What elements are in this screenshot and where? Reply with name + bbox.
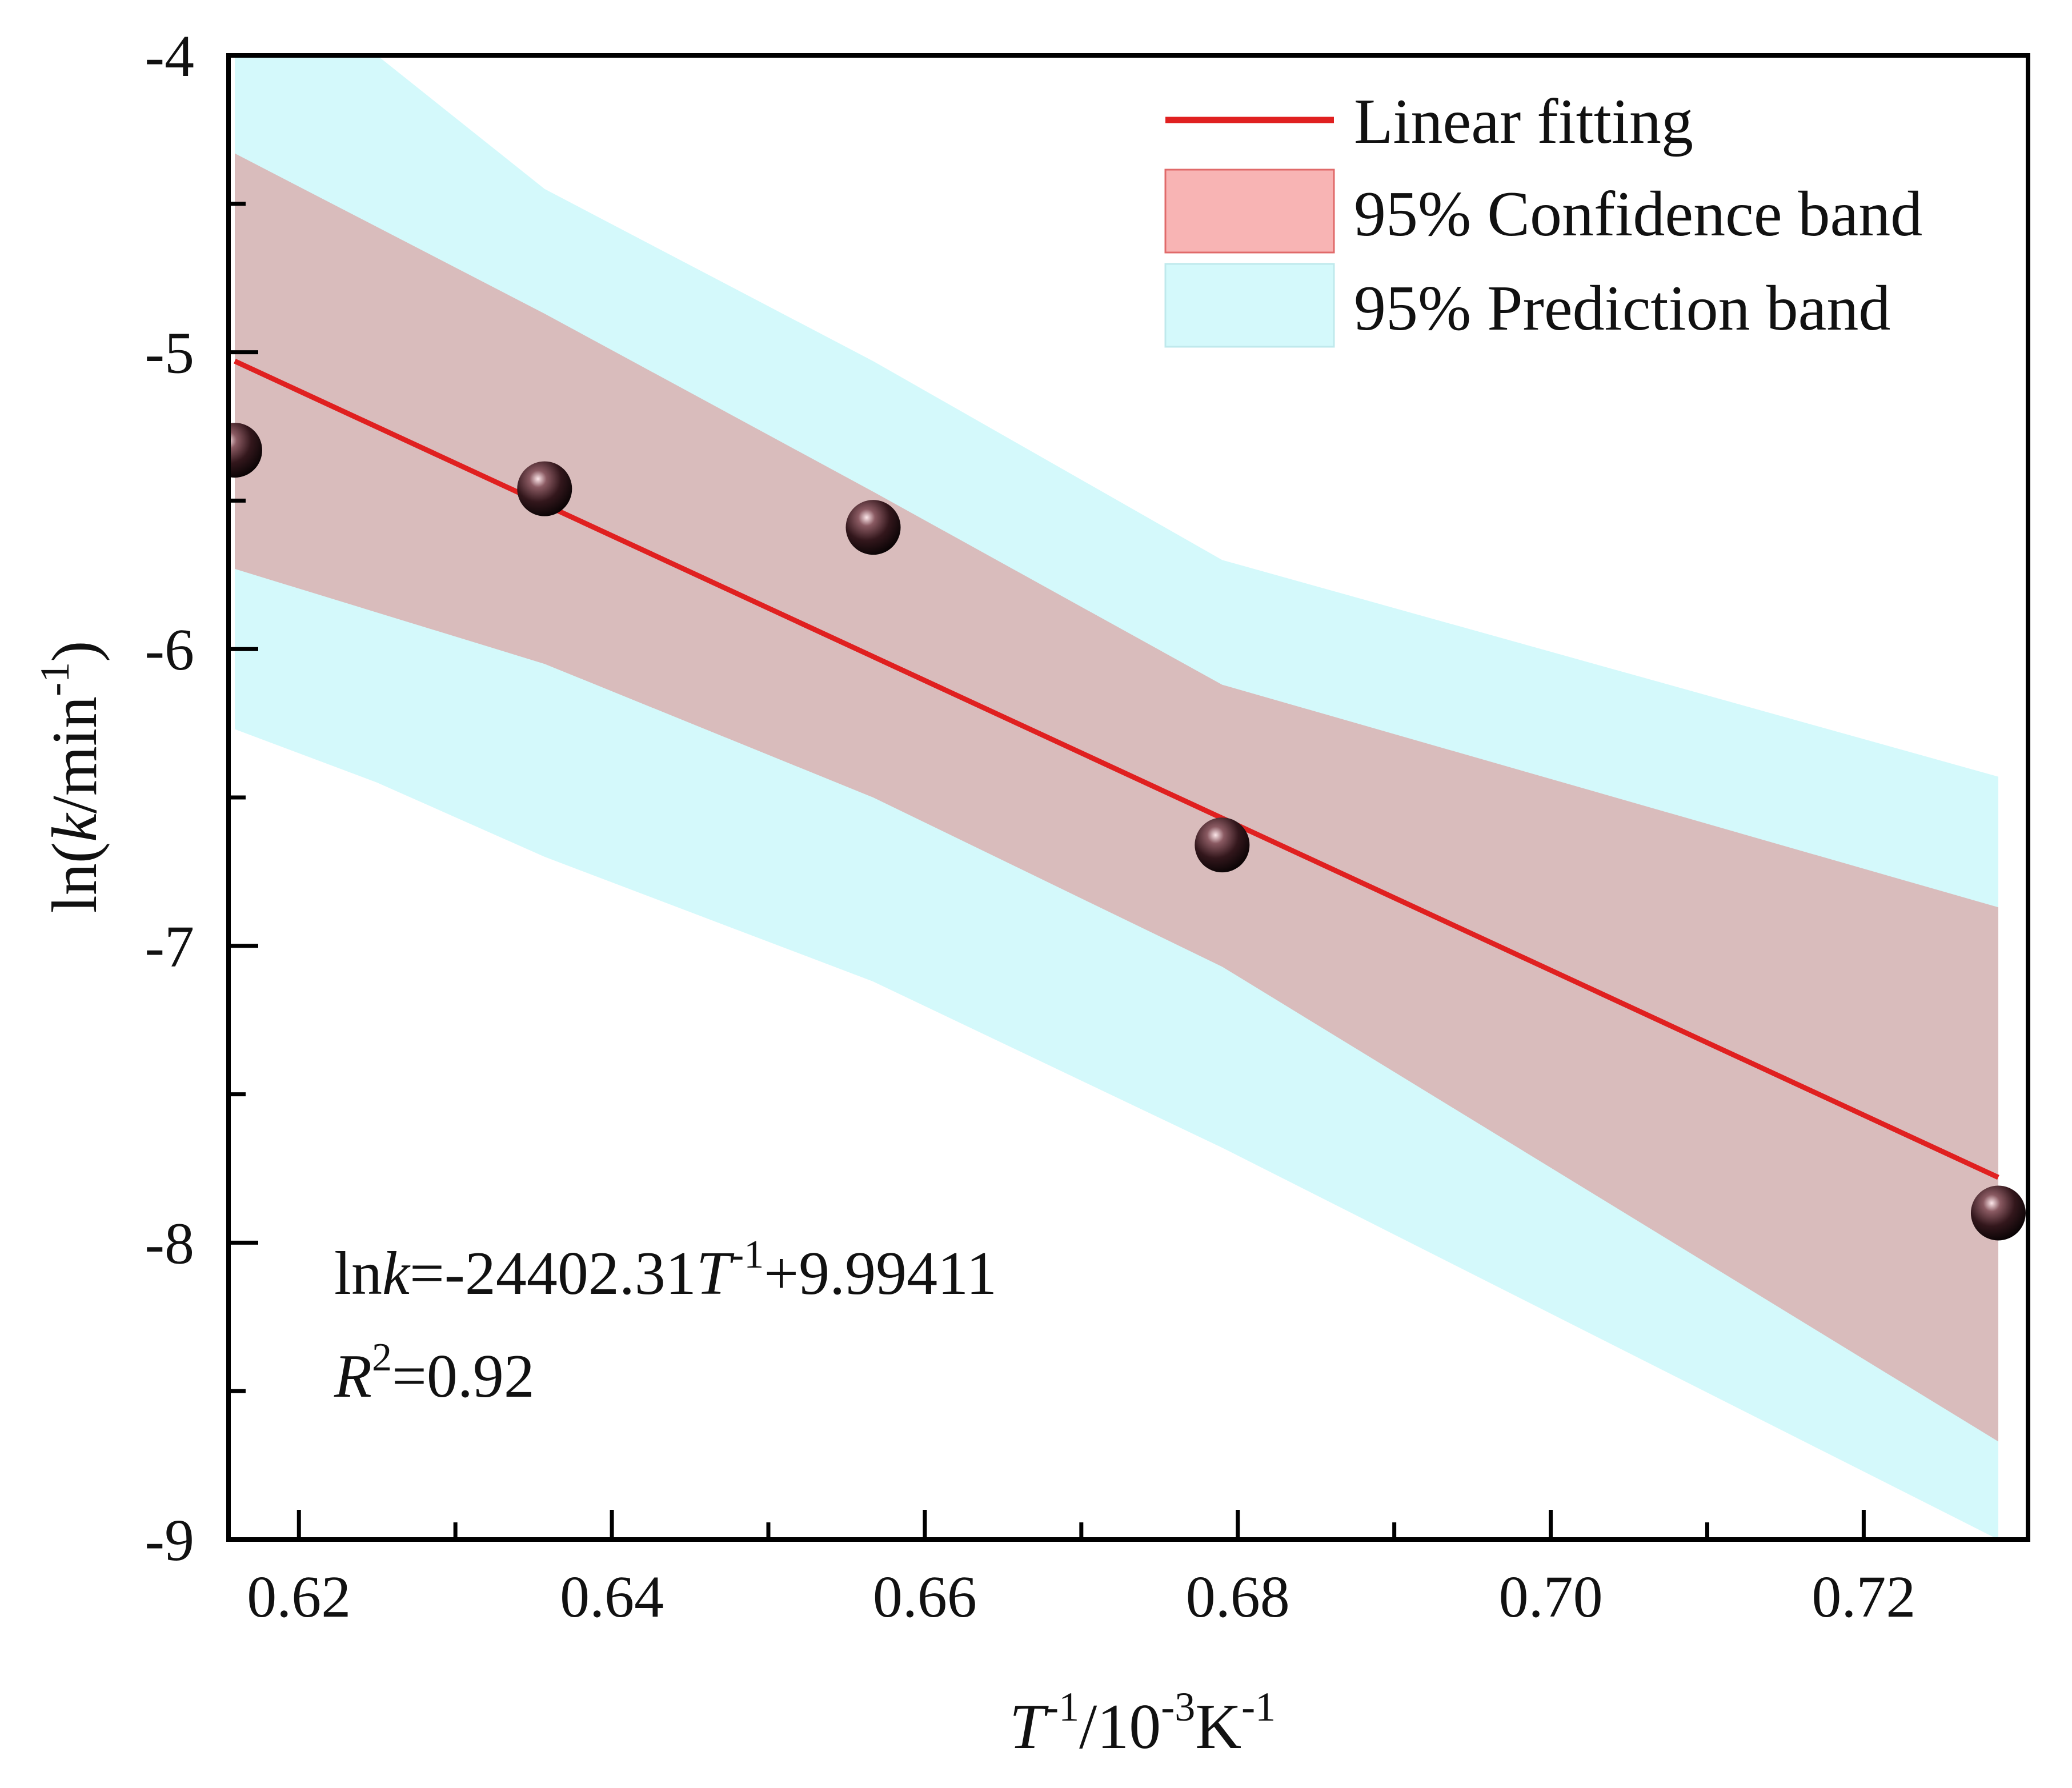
y-tick-label-6: -4 [145,23,194,89]
legend-prediction-swatch [1164,263,1335,348]
legend-label-confidence: 95% Confidence band [1354,179,1922,250]
y-tick-label-4: -6 [145,617,194,683]
y-axis: -9 -8 -7 -6 -5 -4 [145,23,258,1573]
x-axis-title: T-1/10-3K-1 [1009,1684,1276,1762]
x-tick-label-1: 0.62 [247,1564,351,1630]
fit-equation: lnk=-24402.31T-1+9.99411 [334,1233,997,1308]
y-tick-label-2: -8 [145,1210,194,1276]
r-squared: R2=0.92 [334,1336,535,1410]
x-tick-label-3: 0.66 [873,1564,977,1630]
x-axis: 0.62 0.64 0.66 0.68 0.70 0.72 [247,1510,1915,1630]
x-tick-label-4: 0.68 [1186,1564,1290,1630]
legend-label-prediction: 95% Prediction band [1354,273,1890,344]
data-point-1 [229,423,262,478]
y-axis-title: ln(k/min-1) [32,641,110,913]
data-point-4 [1195,817,1250,873]
legend-label-fit: Linear fitting [1354,86,1693,157]
data-point-5 [1970,1185,2026,1241]
x-tick-label-2: 0.64 [560,1564,664,1630]
data-point-2 [517,461,572,516]
y-tick-label-5: -5 [145,320,194,386]
x-tick-label-5: 0.70 [1499,1564,1603,1630]
legend-confidence-swatch [1164,169,1335,254]
data-points [229,423,2026,1241]
confidence-band [235,153,1998,1442]
legend: Linear fitting 95% Confidence band 95% P… [1164,86,1922,348]
y-tick-label-3: -7 [145,914,194,980]
data-point-3 [845,500,901,555]
x-tick-label-6: 0.72 [1812,1564,1915,1630]
y-tick-label-1: -9 [145,1508,194,1573]
